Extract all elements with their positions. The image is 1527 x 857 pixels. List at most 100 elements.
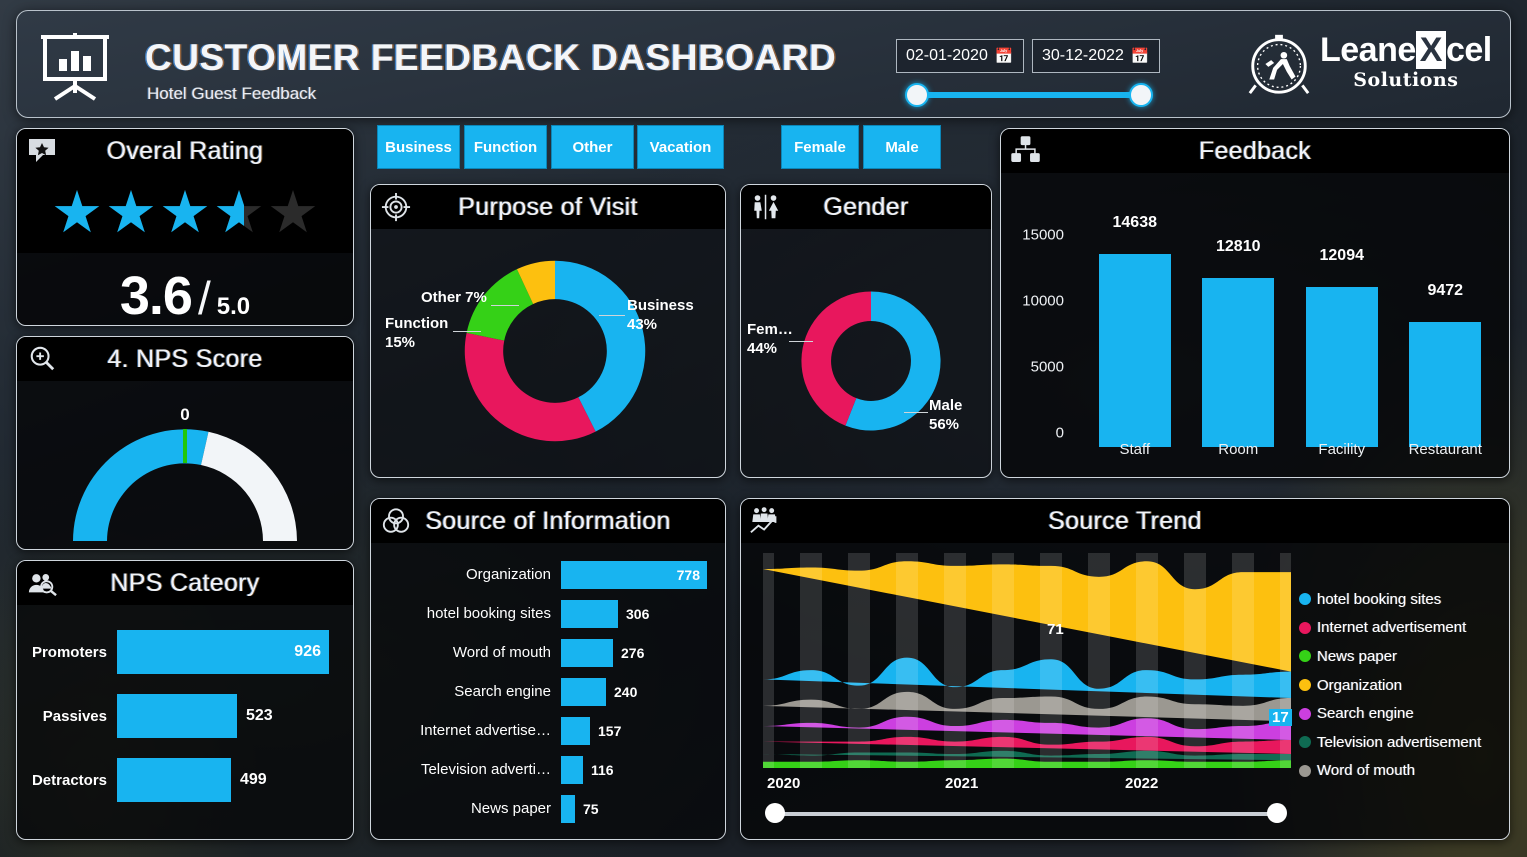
feedback-bar-staff[interactable] xyxy=(1098,253,1171,447)
nps-category-row[interactable]: Promoters 926 xyxy=(17,623,353,681)
source-of-information-panel: Source of Information Organization 778 hot… xyxy=(370,498,726,840)
date-to-field[interactable]: 30-12-2022 📅 xyxy=(1032,39,1160,73)
legend-label: Internet advertisement xyxy=(1317,619,1467,637)
source-body: Organization 778 hotel booking sites 306 Wor… xyxy=(371,543,725,839)
source-title: Source of Information xyxy=(425,506,671,535)
legend-label: Television advertisement xyxy=(1317,733,1482,751)
source-row[interactable]: News paper 75 xyxy=(371,791,725,826)
nps-category-bar[interactable] xyxy=(117,758,231,802)
source-bar[interactable] xyxy=(561,755,583,784)
legend-color-dot xyxy=(1299,764,1311,777)
rating-value: 3.6 xyxy=(119,266,193,326)
donut-slice-business[interactable] xyxy=(555,260,646,432)
feedback-bar-value: 12094 xyxy=(1319,247,1365,265)
nps-category-row[interactable]: Passives 523 xyxy=(17,687,353,745)
trend-area-hotel-booking-sites[interactable] xyxy=(763,657,1291,699)
legend-item-word-of-mouth[interactable]: Word of mouth xyxy=(1299,757,1481,786)
source-row[interactable]: hotel booking sites 306 xyxy=(371,596,725,631)
source-bar[interactable]: 778 xyxy=(561,560,707,589)
rating-separator: / xyxy=(197,272,211,324)
filter-purpose-vacation[interactable]: Vacation xyxy=(637,125,724,169)
trend-column-highlight xyxy=(896,553,918,768)
donut-slice-function[interactable] xyxy=(466,269,534,341)
source-bar[interactable] xyxy=(561,794,575,823)
legend-item-organization[interactable]: Organization xyxy=(1299,671,1481,700)
trend-column-highlight xyxy=(1232,553,1254,768)
legend-item-news-paper[interactable]: News paper xyxy=(1299,642,1481,671)
feedback-body: 0 5000 10000 15000 14638 Staff 12810 Room 12094 F… xyxy=(1001,173,1509,477)
trend-column-highlight xyxy=(944,553,966,768)
nps-category-row[interactable]: Detractors 499 xyxy=(17,751,353,809)
page-subtitle: Hotel Guest Feedback xyxy=(147,84,317,103)
feedback-bar-restaurant[interactable] xyxy=(1409,321,1482,447)
filter-gender-female[interactable]: Female xyxy=(781,125,859,169)
calendar-icon[interactable]: 📅 xyxy=(1130,47,1150,65)
logo-tagline: Solutions xyxy=(1353,69,1459,91)
feedback-bar-room[interactable] xyxy=(1202,277,1275,447)
filter-gender-male[interactable]: Male xyxy=(863,125,941,169)
overall-rating-title: Overal Rating xyxy=(106,136,264,165)
gender-donut-chart[interactable] xyxy=(797,287,945,435)
source-label: Organization xyxy=(465,566,551,583)
source-bar[interactable] xyxy=(561,638,613,667)
trend-body: 71 17 2020 2021 2022 hotel booking sites In… xyxy=(741,543,1509,839)
trend-area-organization[interactable] xyxy=(763,561,1291,672)
nps-score-title: 4. NPS Score xyxy=(107,344,263,373)
source-trend-area-chart[interactable] xyxy=(763,553,1291,768)
nps-category-bar[interactable]: 926 xyxy=(117,630,329,674)
donut-slice-female[interactable] xyxy=(801,291,871,426)
source-row[interactable]: Word of mouth 276 xyxy=(371,635,725,670)
feedback-category-label: Restaurant xyxy=(1408,441,1482,458)
dashboard-header: CUSTOMER FEEDBACK DASHBOARD Hotel Guest … xyxy=(16,10,1511,118)
leader-line-function xyxy=(453,331,481,332)
date-range-slider[interactable] xyxy=(901,83,1157,107)
source-label: Television adverti… xyxy=(420,761,551,778)
leader-line-male xyxy=(904,412,928,413)
calendar-icon[interactable]: 📅 xyxy=(994,47,1014,65)
venn-circles-icon xyxy=(379,504,413,538)
source-bar[interactable] xyxy=(561,677,606,706)
trend-area-search-engine[interactable] xyxy=(763,716,1291,741)
overall-rating-body: ★★★★★★★★★★ 3.6 / 5.0 xyxy=(17,173,353,325)
purpose-donut-chart[interactable] xyxy=(459,255,651,447)
star-badge-icon xyxy=(25,134,59,168)
source-row[interactable]: Television adverti… 116 xyxy=(371,752,725,787)
purpose-label-function: Function 15% xyxy=(385,315,449,351)
slider-handle-start[interactable] xyxy=(905,83,929,107)
feedback-bar-facility[interactable] xyxy=(1305,287,1378,447)
slider-handle-end[interactable] xyxy=(1129,83,1153,107)
nps-category-bar[interactable] xyxy=(117,694,237,738)
trend-area-news-paper[interactable] xyxy=(763,758,1291,768)
purpose-header: Purpose of Visit xyxy=(371,185,725,229)
source-row[interactable]: Organization 778 xyxy=(371,557,725,592)
legend-item-television-advertisement[interactable]: Television advertisement xyxy=(1299,728,1481,757)
donut-slice-vacation[interactable] xyxy=(464,332,596,442)
source-value: 116 xyxy=(591,761,614,778)
legend-item-search-engine[interactable]: Search engine xyxy=(1299,699,1481,728)
source-row[interactable]: Search engine 240 xyxy=(371,674,725,709)
legend-item-internet-advertisement[interactable]: Internet advertisement xyxy=(1299,614,1481,643)
source-bar[interactable] xyxy=(561,599,618,628)
slider-handle-end[interactable] xyxy=(1267,803,1287,823)
filter-purpose-other[interactable]: Other xyxy=(551,125,634,169)
source-bar[interactable] xyxy=(561,716,590,745)
trend-range-slider[interactable] xyxy=(765,803,1287,825)
filter-purpose-function[interactable]: Function xyxy=(464,125,547,169)
donut-slice-male[interactable] xyxy=(845,291,941,431)
legend-item-hotel-booking-sites[interactable]: hotel booking sites xyxy=(1299,585,1481,614)
nps-category-label: Detractors xyxy=(31,771,107,789)
date-from-field[interactable]: 02-01-2020 📅 xyxy=(896,39,1024,73)
legend-color-dot xyxy=(1299,736,1311,749)
slider-handle-start[interactable] xyxy=(765,803,785,823)
trend-area-word-of-mouth[interactable] xyxy=(763,691,1291,722)
trend-area-internet-advertisement[interactable] xyxy=(763,736,1291,755)
nps-gauge: 0 -100 100 21.9 xyxy=(51,403,319,545)
feedback-category-label: Staff xyxy=(1119,441,1151,458)
source-row[interactable]: Internet advertise… 157 xyxy=(371,713,725,748)
logo-text-x: X xyxy=(1415,31,1446,69)
trend-area-television-advertisement[interactable] xyxy=(763,750,1291,761)
donut-slice-other[interactable] xyxy=(516,260,555,304)
filter-purpose-business[interactable]: Business xyxy=(377,125,460,169)
